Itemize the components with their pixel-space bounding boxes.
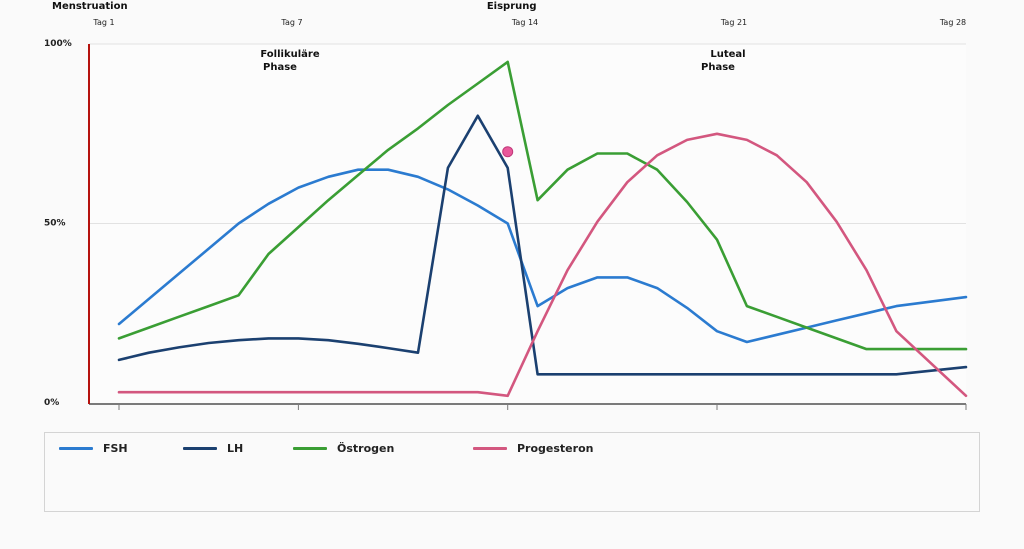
day-label-14: Tag 14 — [511, 18, 538, 27]
legend-swatch-oestrogen — [293, 446, 327, 450]
day-label-7: Tag 7 — [280, 18, 302, 27]
legend-item-oestrogen: Östrogen — [293, 441, 394, 455]
day-label-21: Tag 21 — [720, 18, 747, 27]
series-line-0 — [117, 168, 968, 344]
legend-label-fsh: FSH — [103, 441, 128, 455]
legend-item-progesteron: Progesteron — [473, 441, 593, 455]
legend-swatch-progesteron — [473, 446, 507, 450]
labels: 100% 50% 0% Menstruation Eisprung Tag 1 Tag 7 T… — [44, 1, 966, 408]
legend-label-oestrogen: Östrogen — [337, 441, 395, 455]
legend-swatch-fsh — [59, 446, 93, 450]
legend-label-progesteron: Progesteron — [517, 441, 594, 455]
ovulation-marker — [502, 146, 514, 158]
phase-label-0-line1: Follikuläre — [260, 49, 319, 60]
series-lines — [117, 60, 968, 398]
top-label-0: Menstruation — [52, 1, 128, 12]
series-line-2 — [117, 60, 968, 351]
top-label-1: Eisprung — [487, 1, 537, 12]
day-label-28: Tag 28 — [939, 18, 966, 27]
series-line-1 — [117, 114, 968, 376]
legend: FSH LH Östrogen Progesteron — [44, 432, 980, 512]
y-tick-label-50: 50% — [44, 219, 66, 229]
legend-item-lh: LH — [183, 441, 243, 455]
legend-item-fsh: FSH — [59, 441, 128, 455]
grid-lines — [89, 43, 966, 403]
y-tick-label-0: 0% — [44, 398, 59, 408]
day-label-1: Tag 1 — [92, 18, 114, 27]
phase-label-1-line1: Luteal — [710, 49, 745, 60]
marker — [502, 146, 514, 158]
legend-label-lh: LH — [227, 441, 244, 455]
phase-label-0-line2: Phase — [263, 62, 297, 73]
axes — [88, 44, 967, 410]
y-tick-label-100: 100% — [44, 39, 72, 49]
phase-label-1-line2: Phase — [701, 62, 735, 73]
series-line-3 — [117, 132, 968, 398]
legend-swatch-lh — [183, 446, 217, 450]
